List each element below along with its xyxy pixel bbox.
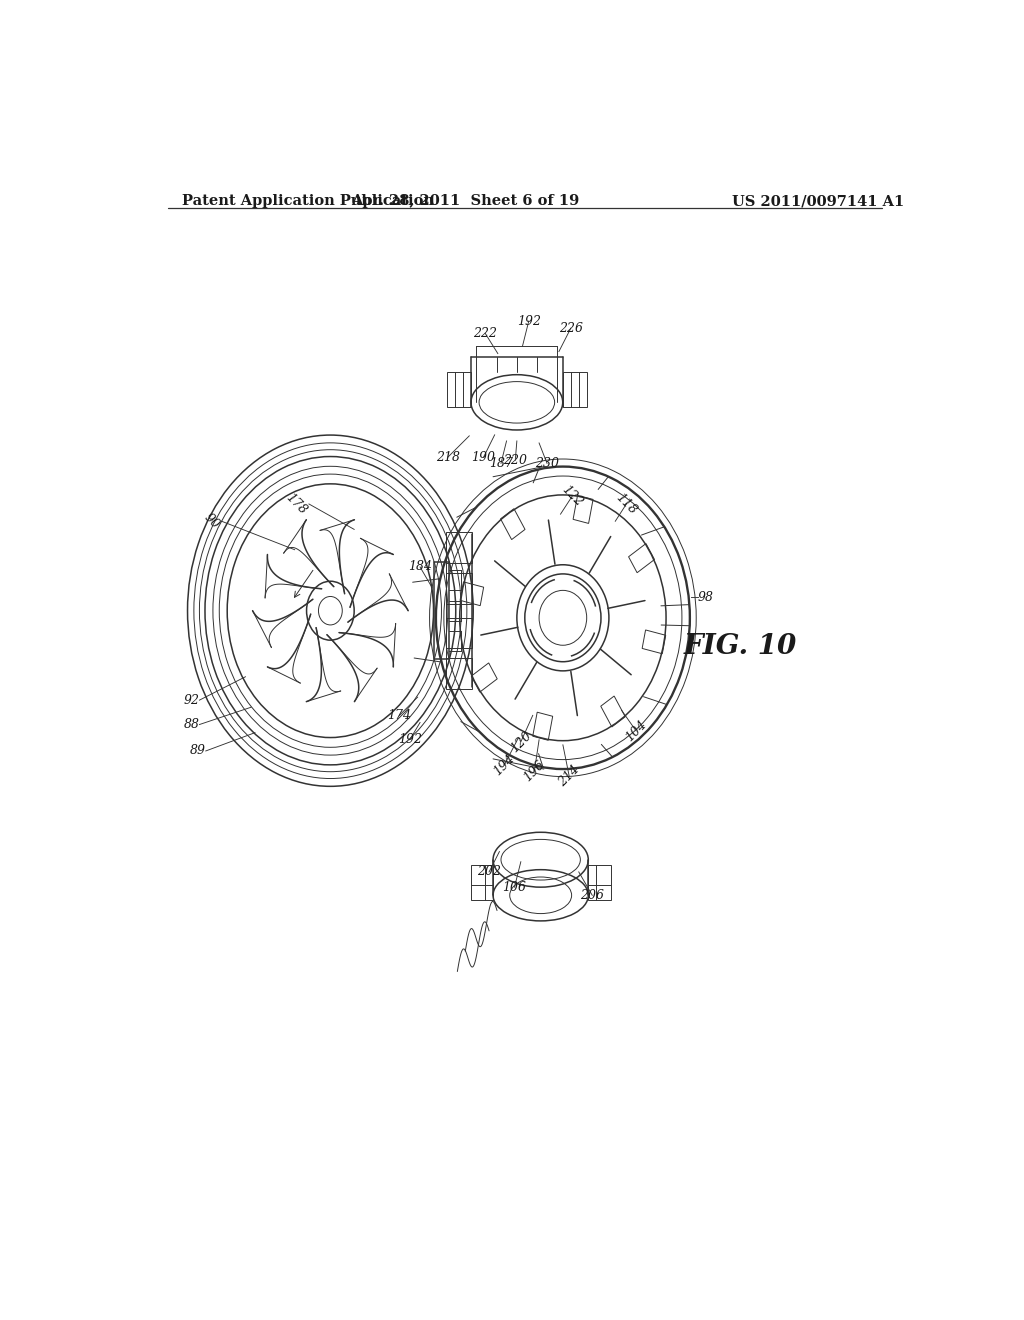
Text: 187: 187 [489,457,513,470]
Text: Apr. 28, 2011  Sheet 6 of 19: Apr. 28, 2011 Sheet 6 of 19 [351,194,580,209]
Text: 190: 190 [471,450,496,463]
Text: 89: 89 [189,744,206,758]
Text: 178: 178 [283,491,309,517]
Text: 120: 120 [508,729,534,755]
Text: Patent Application Publication: Patent Application Publication [182,194,434,209]
Text: 226: 226 [559,322,583,335]
Text: 202: 202 [477,866,501,878]
Text: 174: 174 [387,709,412,722]
Text: 220: 220 [503,454,527,467]
Text: 206: 206 [581,888,604,902]
Text: 192: 192 [517,314,541,327]
Text: 222: 222 [473,327,497,339]
Text: FIG. 10: FIG. 10 [684,632,797,660]
Text: 104: 104 [623,718,649,743]
Text: 218: 218 [436,450,460,463]
Text: 184: 184 [408,561,432,573]
Text: 118: 118 [613,491,639,517]
Text: 90: 90 [201,511,221,532]
Text: 230: 230 [535,457,559,470]
Text: US 2011/0097141 A1: US 2011/0097141 A1 [732,194,904,209]
Text: 98: 98 [697,591,714,605]
Text: 196: 196 [521,758,548,784]
Text: 106: 106 [503,880,526,894]
Text: 214: 214 [556,763,583,789]
Text: 88: 88 [183,718,200,731]
Text: 192: 192 [397,734,422,746]
Text: 194: 194 [492,752,517,779]
Text: 92: 92 [183,693,200,706]
Text: 122: 122 [559,483,586,510]
